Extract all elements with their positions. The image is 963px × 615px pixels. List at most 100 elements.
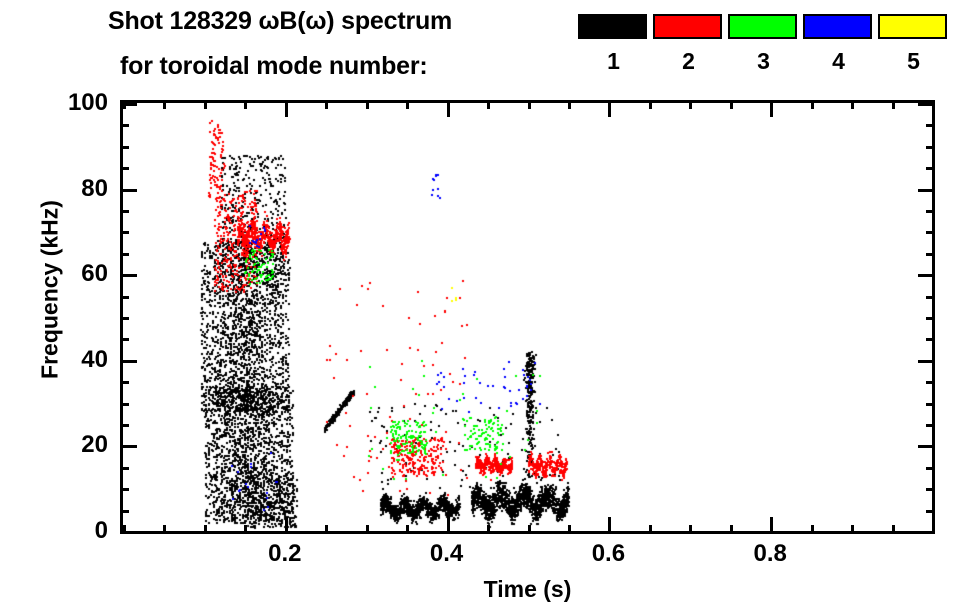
x-tick-minor-top [932, 100, 935, 109]
y-tick-minor [120, 424, 129, 427]
x-axis-label: Time (s) [483, 576, 572, 602]
y-tick-minor [120, 210, 129, 213]
x-tick-minor [648, 525, 652, 534]
x-tick-minor [244, 525, 248, 534]
x-tick-minor-top [406, 100, 410, 109]
y-tick-minor-right [926, 338, 935, 342]
plot-area [120, 100, 935, 534]
y-axis-label: Frequency (kHz) [36, 200, 63, 379]
y-tick-major-right [918, 103, 935, 106]
legend-item-mode-n3[interactable]: 3 [728, 14, 799, 74]
y-tick-major-right [918, 359, 935, 363]
y-tick-minor [120, 381, 129, 385]
y-tick-minor [120, 145, 129, 149]
y-tick-minor-right [926, 295, 935, 299]
x-tick-minor [567, 525, 571, 534]
y-tick-label: 60 [81, 260, 108, 288]
legend-swatch-mode-n1 [578, 14, 647, 39]
x-tick-major [284, 517, 288, 534]
legend-label-mode-n5: 5 [907, 48, 920, 74]
y-tick-minor-right [926, 424, 935, 427]
y-tick-label: 0 [94, 517, 108, 544]
x-tick-minor [203, 525, 207, 534]
y-tick-minor [120, 317, 129, 320]
x-tick-minor-top [648, 100, 652, 109]
y-tick-major-right [918, 445, 935, 449]
legend-item-mode-n2[interactable]: 2 [653, 14, 724, 74]
x-tick-label: 0.2 [268, 540, 302, 567]
y-tick-minor [120, 488, 129, 492]
y-tick-minor-right [926, 317, 935, 320]
legend-swatch-mode-n3 [728, 14, 797, 39]
x-tick-major-top [608, 100, 612, 117]
x-tick-minor-top [810, 100, 814, 109]
y-tick-minor-right [926, 145, 935, 149]
x-tick-major [608, 517, 612, 534]
y-tick-minor-right [926, 210, 935, 213]
x-tick-major-top [446, 100, 450, 117]
y-tick-major [120, 445, 137, 449]
page-title: Shot 128329 ωB(ω) spectrum [108, 7, 453, 35]
legend-item-mode-n4[interactable]: 4 [803, 14, 874, 74]
legend-item-mode-n1[interactable]: 1 [578, 14, 649, 74]
y-tick-minor [120, 231, 129, 235]
x-tick-label: 0.8 [753, 540, 787, 567]
y-tick-label: 40 [81, 345, 108, 373]
x-tick-minor [406, 525, 410, 534]
x-tick-minor-top [123, 100, 126, 109]
legend-label-mode-n2: 2 [682, 48, 695, 74]
y-tick-minor-right [926, 231, 935, 235]
legend-item-mode-n5[interactable]: 5 [878, 14, 949, 74]
x-tick-minor [123, 525, 126, 534]
x-tick-minor-top [851, 100, 855, 109]
x-tick-minor-top [325, 100, 329, 109]
y-tick-minor-right [926, 167, 935, 171]
legend-label-mode-n4: 4 [832, 48, 845, 74]
y-tick-label: 80 [81, 174, 108, 202]
legend-swatch-mode-n4 [803, 14, 872, 39]
x-tick-label: 0.4 [429, 540, 464, 567]
x-tick-minor-top [203, 100, 207, 109]
x-tick-minor [729, 525, 733, 534]
x-tick-minor-top [527, 100, 531, 109]
y-tick-major-right [918, 274, 935, 278]
x-tick-minor [932, 525, 935, 534]
y-tick-minor-right [926, 252, 935, 256]
x-tick-minor-top [689, 100, 693, 109]
title-subline: for toroidal mode number: [120, 52, 428, 80]
y-tick-major-right [918, 188, 935, 192]
x-tick-minor [487, 525, 491, 534]
x-tick-minor [325, 525, 329, 534]
y-tick-minor [120, 124, 129, 128]
legend-label-mode-n3: 3 [757, 48, 770, 74]
x-tick-minor-top [244, 100, 248, 109]
y-tick-major [120, 103, 137, 106]
y-tick-major [120, 188, 137, 192]
spectrogram-canvas [123, 103, 932, 531]
x-tick-minor-top [891, 100, 895, 109]
x-tick-major-top [284, 100, 288, 117]
y-tick-major [120, 359, 137, 363]
x-tick-minor [810, 525, 814, 534]
legend-swatch-mode-n5 [878, 14, 947, 39]
x-tick-minor [365, 525, 369, 534]
legend-label-mode-n1: 1 [607, 48, 620, 74]
x-tick-minor [891, 525, 895, 534]
x-tick-minor-top [729, 100, 733, 109]
x-tick-minor-top [365, 100, 369, 109]
y-tick-minor-right [926, 488, 935, 492]
y-tick-minor-right [926, 466, 935, 470]
x-tick-minor [689, 525, 693, 534]
x-tick-minor [527, 525, 531, 534]
y-tick-minor-right [926, 402, 935, 406]
y-tick-label: 100 [67, 89, 108, 116]
x-tick-minor [163, 525, 167, 534]
x-tick-minor [851, 525, 855, 534]
y-tick-minor [120, 338, 129, 342]
x-tick-major [770, 517, 774, 534]
x-tick-minor-top [487, 100, 491, 109]
y-tick-minor-right [926, 381, 935, 385]
y-tick-minor-right [926, 124, 935, 128]
y-tick-minor [120, 509, 129, 513]
y-tick-minor-right [926, 509, 935, 513]
